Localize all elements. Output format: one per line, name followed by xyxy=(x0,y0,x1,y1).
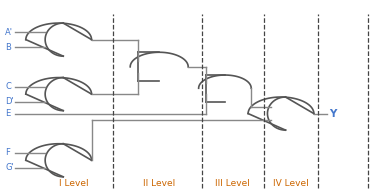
Text: D': D' xyxy=(5,97,14,106)
Text: G': G' xyxy=(5,163,14,172)
Text: IV Level: IV Level xyxy=(273,179,308,188)
Text: A': A' xyxy=(5,28,13,37)
Text: Y: Y xyxy=(329,109,337,119)
Text: E: E xyxy=(5,109,10,118)
Text: C: C xyxy=(5,82,11,91)
Text: B: B xyxy=(5,43,11,52)
Text: III Level: III Level xyxy=(215,179,250,188)
Text: I Level: I Level xyxy=(59,179,89,188)
Text: F: F xyxy=(5,148,10,157)
Text: II Level: II Level xyxy=(143,179,175,188)
